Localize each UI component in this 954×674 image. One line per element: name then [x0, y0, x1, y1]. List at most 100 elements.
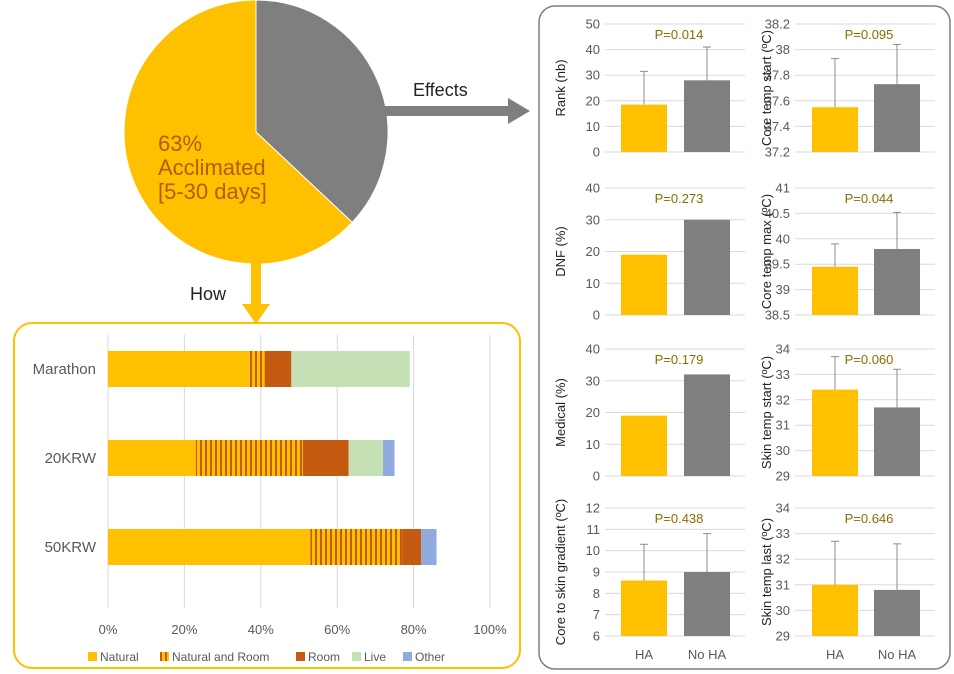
y-axis-label: Medical (%) — [553, 378, 568, 447]
bar-no-ha — [684, 80, 730, 152]
p-value-annotation: P=0.095 — [845, 27, 894, 42]
y-axis-label: Skin temp start (ºC) — [759, 356, 774, 469]
x-tick-label: 80% — [401, 622, 427, 637]
y-tick-label: 33 — [776, 526, 790, 541]
bar-segment — [291, 351, 410, 387]
y-tick-label: 30 — [586, 212, 600, 227]
y-tick-label: 37.8 — [765, 68, 790, 83]
legend-swatch — [160, 652, 169, 661]
effects-arrow-icon — [372, 98, 530, 124]
how-arrow-icon — [242, 262, 270, 324]
y-tick-label: 30 — [586, 68, 600, 83]
bar-ha — [812, 584, 858, 636]
y-axis-label: Rank (nb) — [553, 59, 568, 116]
y-axis-label: Core temp start (ºC) — [759, 30, 774, 146]
category-label: 50KRW — [45, 539, 97, 556]
y-tick-label: 38.5 — [765, 308, 790, 323]
how-chart-frame — [13, 322, 521, 669]
x-tick-label: HA — [826, 647, 844, 662]
bar-no-ha — [684, 374, 730, 476]
y-tick-label: 37.2 — [765, 145, 790, 160]
p-value-annotation: P=0.646 — [845, 511, 894, 526]
y-tick-label: 39.5 — [765, 257, 790, 272]
y-tick-label: 10 — [586, 543, 600, 558]
bar-segment — [302, 440, 349, 476]
x-tick-label: No HA — [878, 647, 917, 662]
x-tick-label: 0% — [99, 622, 118, 637]
y-tick-label: 0 — [593, 145, 600, 160]
x-tick-label: No HA — [688, 647, 727, 662]
legend-label: Natural — [100, 650, 139, 664]
legend-swatch — [296, 652, 305, 661]
bar-segment — [108, 351, 250, 387]
y-tick-label: 20 — [586, 405, 600, 420]
bar-ha — [812, 266, 858, 315]
y-tick-label: 10 — [586, 119, 600, 134]
pie-label-acclimated: Acclimated — [158, 155, 266, 180]
bar-no-ha — [874, 84, 920, 152]
y-tick-label: 32 — [776, 392, 790, 407]
y-tick-label: 20 — [586, 244, 600, 259]
bar-segment — [383, 440, 395, 476]
y-tick-label: 10 — [586, 276, 600, 291]
legend-label: Other — [415, 650, 445, 664]
y-tick-label: 8 — [593, 586, 600, 601]
bar-no-ha — [684, 219, 730, 315]
legend-swatch — [403, 652, 412, 661]
x-tick-label: 60% — [324, 622, 350, 637]
bar-segment — [195, 440, 303, 476]
bar-no-ha — [874, 407, 920, 476]
pie-slice-acclimated — [123, 0, 353, 265]
effects-panel-frame — [538, 5, 951, 670]
bar-ha — [621, 580, 667, 636]
p-value-annotation: P=0.438 — [655, 511, 704, 526]
y-tick-label: 12 — [586, 501, 600, 516]
legend-label: Room — [308, 650, 340, 664]
bar-ha — [621, 415, 667, 476]
legend-swatch — [88, 652, 97, 661]
bar-segment — [108, 440, 196, 476]
y-tick-label: 34 — [776, 342, 790, 357]
x-tick-label: 20% — [171, 622, 197, 637]
bar-ha — [812, 389, 858, 476]
y-tick-label: 30 — [776, 443, 790, 458]
y-tick-label: 30 — [776, 603, 790, 618]
bar-segment — [108, 529, 311, 565]
y-tick-label: 10 — [586, 437, 600, 452]
bar-segment — [402, 529, 422, 565]
bar-no-ha — [874, 589, 920, 636]
y-tick-label: 40 — [586, 42, 600, 57]
bar-ha — [812, 107, 858, 152]
p-value-annotation: P=0.014 — [655, 27, 704, 42]
y-tick-label: 31 — [776, 577, 790, 592]
bar-segment — [249, 351, 265, 387]
x-tick-label: HA — [635, 647, 653, 662]
p-value-annotation: P=0.179 — [655, 352, 704, 367]
x-tick-label: 40% — [248, 622, 274, 637]
y-tick-label: 30 — [586, 373, 600, 388]
bar-no-ha — [874, 248, 920, 315]
y-tick-label: 39 — [776, 282, 790, 297]
y-tick-label: 20 — [586, 93, 600, 108]
effects-label: Effects — [413, 80, 468, 100]
y-tick-label: 6 — [593, 629, 600, 644]
pie-label-days: [5-30 days] — [158, 179, 267, 204]
bar-segment — [348, 440, 384, 476]
y-tick-label: 0 — [593, 469, 600, 484]
legend-swatch — [352, 652, 361, 661]
pie-slice-not-acclimated — [255, 0, 389, 224]
pie-label-percent: 63% — [158, 131, 203, 156]
category-label: 20KRW — [45, 450, 97, 467]
bar-segment — [310, 529, 403, 565]
y-tick-label: 37.4 — [765, 119, 790, 134]
how-label: How — [190, 284, 227, 304]
y-tick-label: 33 — [776, 367, 790, 382]
p-value-annotation: P=0.060 — [845, 352, 894, 367]
category-label: Marathon — [33, 361, 96, 378]
y-tick-label: 29 — [776, 469, 790, 484]
bar-segment — [421, 529, 437, 565]
y-tick-label: 41 — [776, 181, 790, 196]
